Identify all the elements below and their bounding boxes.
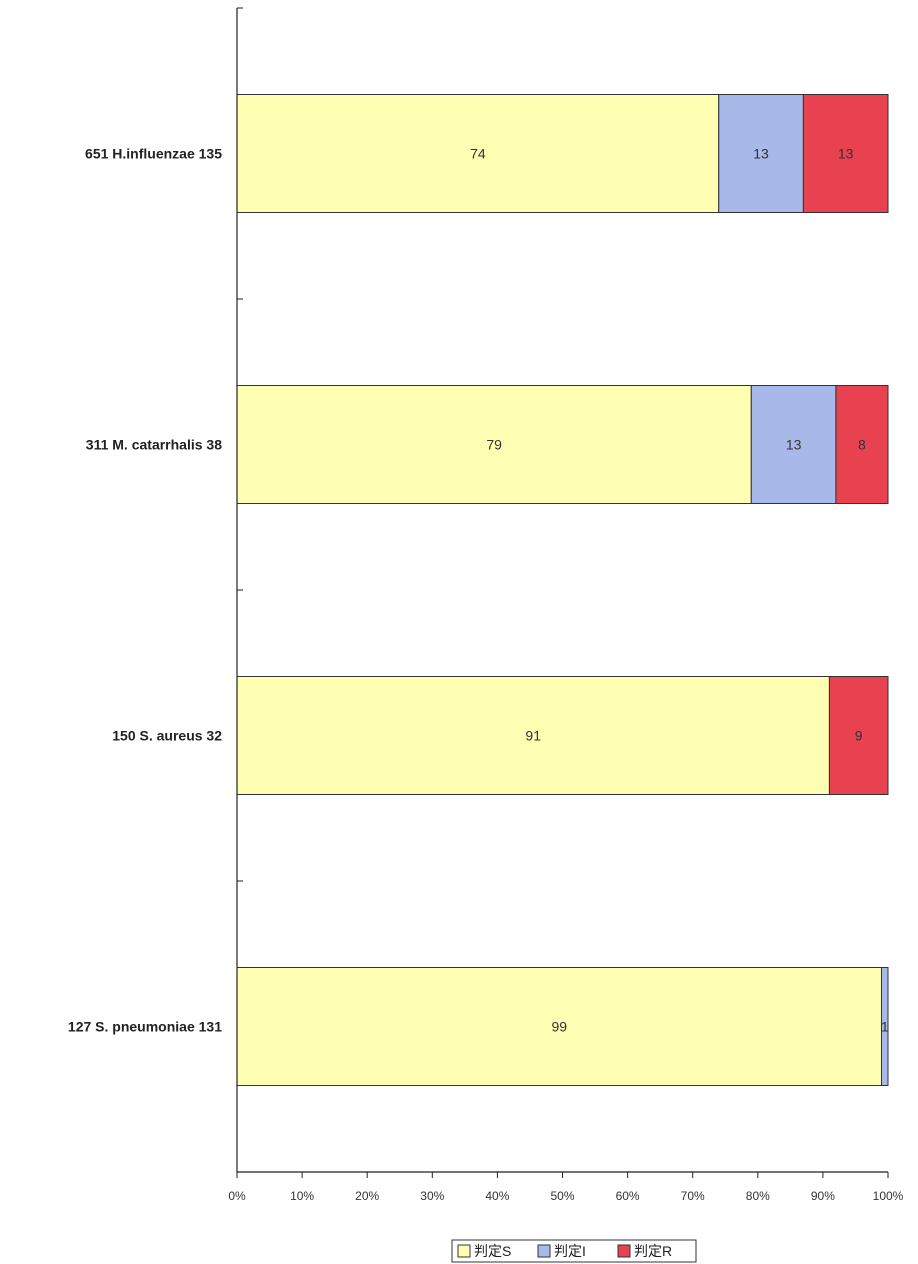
bar-segment-i	[880, 967, 889, 1086]
data-label: 74	[470, 146, 486, 162]
legend-label-s: 判定S	[474, 1243, 511, 1259]
x-tick-label: 0%	[228, 1189, 246, 1203]
bar-segment-s	[236, 676, 830, 795]
category-label: 311 M. catarrhalis 38	[86, 437, 222, 453]
data-label: 9	[855, 728, 863, 744]
legend-swatch-s	[457, 1244, 471, 1258]
x-tick-label: 70%	[681, 1189, 705, 1203]
data-label: 13	[786, 437, 802, 453]
data-label: 8	[858, 437, 866, 453]
x-tick-label: 90%	[811, 1189, 835, 1203]
data-label: 13	[838, 146, 854, 162]
data-label: 99	[551, 1019, 567, 1035]
data-label: 1	[881, 1019, 889, 1035]
bar-segment-r	[835, 385, 889, 504]
bar-segment-i	[750, 385, 837, 504]
x-tick-labels: 0% 10% 20% 30% 40% 50% 60% 70% 80% 90% 100%	[228, 1172, 904, 1203]
x-tick-label: 50%	[550, 1189, 574, 1203]
category-label: 127 S. pneumoniae 131	[68, 1019, 222, 1035]
x-tick-label: 100%	[873, 1189, 904, 1203]
x-tick-label: 30%	[420, 1189, 444, 1203]
legend-label-i: 判定I	[554, 1243, 586, 1259]
legend-swatch-i	[537, 1244, 551, 1258]
category-label: 150 S. aureus 32	[112, 728, 222, 744]
x-tick-label: 20%	[355, 1189, 379, 1203]
bar-segment-r	[802, 94, 889, 213]
x-tick-label: 60%	[616, 1189, 640, 1203]
data-label: 79	[486, 437, 502, 453]
x-tick-label: 80%	[746, 1189, 770, 1203]
data-label: 91	[525, 728, 541, 744]
legend-label-r: 判定R	[634, 1243, 672, 1259]
legend-box	[451, 1239, 697, 1263]
category-labels: 651 H.influenzae 135 311 M. catarrhalis 3…	[68, 146, 222, 1035]
bar-segment-s	[236, 94, 720, 213]
legend-swatch-r	[617, 1244, 631, 1258]
bar-segment-r	[828, 676, 889, 795]
bar-segment-s	[236, 385, 752, 504]
bar-segment-i	[718, 94, 804, 213]
data-label: 13	[753, 146, 769, 162]
x-tick-label: 10%	[290, 1189, 314, 1203]
legend: 判定S 判定I 判定R	[451, 1239, 697, 1263]
category-label: 651 H.influenzae 135	[85, 146, 222, 162]
x-tick-label: 40%	[485, 1189, 509, 1203]
